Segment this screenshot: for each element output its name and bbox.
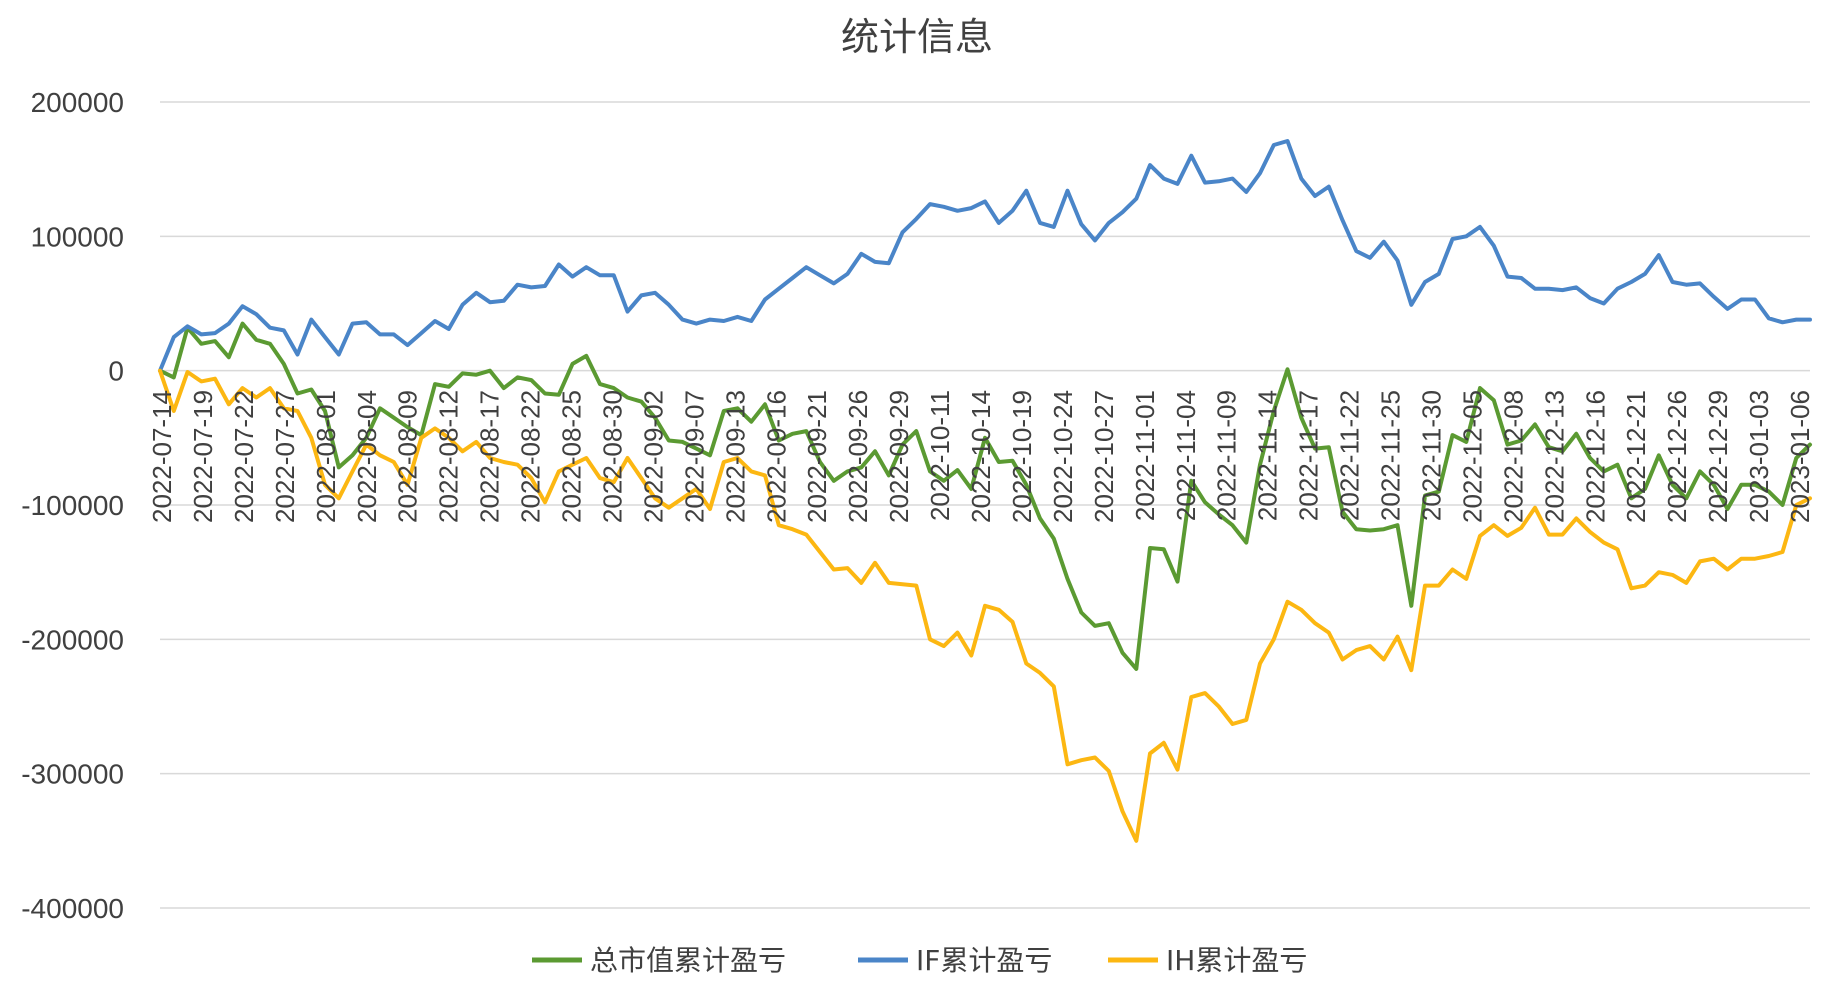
- x-tick-label: 2022-09-02: [638, 390, 668, 523]
- x-tick-label: 2022-07-27: [270, 390, 300, 523]
- x-tick-label: 2022-08-17: [475, 390, 505, 523]
- x-tick-label: 2022-07-14: [147, 390, 177, 523]
- series-line-0: [158, 321, 1812, 671]
- legend-label: 总市值累计盈亏: [590, 944, 786, 977]
- x-tick-label: 2022-08-25: [557, 390, 587, 523]
- x-tick-label: 2022-07-19: [188, 390, 218, 523]
- x-tick-label: 2022-11-09: [1212, 390, 1242, 521]
- x-tick-label: 2022-08-09: [393, 390, 423, 523]
- series-line-1: [158, 139, 1812, 373]
- legend[interactable]: 总市值累计盈亏 IF累计盈亏 IH累计盈亏: [532, 944, 1307, 977]
- x-axis-tick-labels: 2022-07-14 2022-07-19 2022-07-22 2022-07-27…: [147, 390, 1815, 523]
- x-tick-label: 2022-10-19: [1007, 390, 1037, 523]
- x-tick-label: 2022-09-29: [884, 390, 914, 523]
- x-tick-label: 2022-10-24: [1048, 390, 1078, 523]
- y-tick-label: 100000: [31, 221, 124, 252]
- legend-item-0[interactable]: 总市值累计盈亏: [532, 944, 786, 977]
- x-tick-label: 2022-09-13: [720, 390, 750, 523]
- x-tick-label: 2022-11-25: [1376, 390, 1406, 521]
- x-tick-label: 2022-09-21: [802, 390, 832, 523]
- x-tick-label: 2022-12-26: [1662, 390, 1692, 523]
- x-tick-label: 2022-10-11: [925, 390, 955, 521]
- x-tick-label: 2022-12-21: [1621, 390, 1651, 523]
- x-tick-label: 2022-09-07: [679, 390, 709, 523]
- x-tick-label: 2022-09-26: [843, 390, 873, 523]
- y-tick-label: -300000: [21, 759, 124, 790]
- legend-item-1[interactable]: IF累计盈亏: [858, 944, 1052, 977]
- x-tick-label: 2022-11-14: [1253, 390, 1283, 521]
- x-tick-label: 2022-11-17: [1294, 390, 1324, 521]
- x-tick-label: 2022-12-29: [1703, 390, 1733, 523]
- x-tick-label: 2022-09-16: [761, 390, 791, 523]
- x-tick-label: 2022-11-01: [1130, 390, 1160, 521]
- x-tick-label: 2022-08-12: [434, 390, 464, 523]
- x-tick-label: 2022-08-30: [598, 390, 628, 523]
- legend-label: IH累计盈亏: [1166, 944, 1307, 977]
- x-tick-label: 2023-01-06: [1785, 390, 1815, 523]
- x-tick-label: 2022-12-13: [1539, 390, 1569, 523]
- legend-item-2[interactable]: IH累计盈亏: [1108, 944, 1307, 977]
- x-tick-label: 2022-10-14: [966, 390, 996, 523]
- y-tick-label: 0: [108, 356, 124, 387]
- series-line-2: [158, 368, 1812, 843]
- x-tick-label: 2022-08-01: [311, 390, 341, 523]
- x-tick-label: 2022-11-04: [1171, 390, 1201, 521]
- y-tick-label: -200000: [21, 624, 124, 655]
- y-tick-label: 200000: [31, 87, 124, 118]
- y-tick-label: -100000: [21, 490, 124, 521]
- x-tick-label: 2022-11-22: [1335, 390, 1365, 521]
- x-tick-label: 2022-08-22: [516, 390, 546, 523]
- x-tick-label: 2022-12-16: [1580, 390, 1610, 523]
- x-tick-label: 2022-08-04: [352, 390, 382, 523]
- legend-label: IF累计盈亏: [916, 944, 1052, 977]
- y-tick-label: -400000: [21, 893, 124, 924]
- grid-lines: [160, 101, 1810, 909]
- x-tick-label: 2022-11-30: [1417, 390, 1447, 521]
- series-lines: [158, 139, 1812, 843]
- chart-title: 统计信息: [841, 15, 993, 59]
- x-tick-label: 2022-10-27: [1089, 390, 1119, 523]
- x-tick-label: 2022-12-05: [1457, 390, 1487, 523]
- y-axis-tick-labels: 200000 100000 0 -100000 -200000 -300000 -40000…: [21, 87, 124, 924]
- x-tick-label: 2022-07-22: [229, 390, 259, 523]
- x-tick-label: 2022-12-08: [1498, 390, 1528, 523]
- x-tick-label: 2023-01-03: [1744, 390, 1774, 523]
